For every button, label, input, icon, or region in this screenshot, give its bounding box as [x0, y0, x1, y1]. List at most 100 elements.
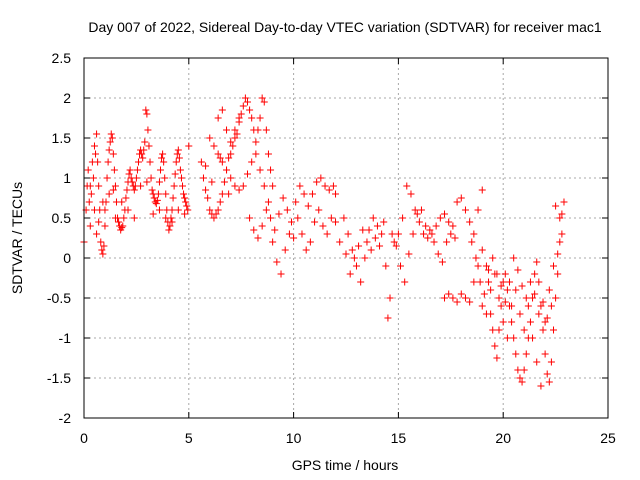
data-point [231, 182, 239, 190]
data-point [359, 226, 367, 234]
data-point [382, 262, 390, 270]
data-point [367, 246, 375, 254]
data-point [285, 230, 293, 238]
data-point [533, 258, 541, 266]
data-point [168, 206, 176, 214]
data-point [212, 210, 220, 218]
data-point [399, 214, 407, 222]
data-point [258, 94, 266, 102]
data-point [269, 182, 277, 190]
data-point [126, 166, 134, 174]
data-point [526, 278, 534, 286]
data-point [478, 186, 486, 194]
data-point [497, 302, 505, 310]
plot-frame [83, 57, 609, 419]
data-point [346, 270, 354, 278]
data-point [143, 110, 151, 118]
data-point [155, 178, 163, 186]
data-point [216, 154, 224, 162]
data-point [235, 114, 243, 122]
data-point [352, 262, 360, 270]
data-point [140, 146, 148, 154]
data-point [218, 190, 226, 198]
data-point [120, 214, 128, 222]
data-point [554, 270, 562, 278]
data-point [552, 202, 560, 210]
data-point [262, 126, 270, 134]
data-point [489, 254, 497, 262]
data-point [185, 142, 193, 150]
data-point [449, 294, 457, 302]
data-point [552, 294, 560, 302]
data-point [155, 206, 163, 214]
data-point [545, 286, 553, 294]
data-point [248, 114, 256, 122]
data-point [434, 250, 442, 258]
data-point [262, 206, 270, 214]
data-point [85, 198, 93, 206]
data-point [522, 350, 530, 358]
data-point [149, 210, 157, 218]
data-point [214, 206, 222, 214]
y-tick-label: -1.5 [47, 370, 71, 386]
data-point [93, 130, 101, 138]
data-point [401, 278, 409, 286]
data-point [134, 158, 142, 166]
data-point [144, 126, 152, 134]
data-point [451, 234, 459, 242]
data-point [94, 158, 102, 166]
data-point [225, 154, 233, 162]
data-point [197, 158, 205, 166]
data-point [556, 238, 564, 246]
data-point [426, 226, 434, 234]
data-point [231, 134, 239, 142]
data-point [119, 222, 127, 230]
data-point [248, 158, 256, 166]
axis-ticks [83, 57, 609, 419]
data-point [554, 250, 562, 258]
data-point [558, 230, 566, 238]
data-point [329, 182, 337, 190]
data-point [508, 302, 516, 310]
data-point [264, 150, 272, 158]
data-point [128, 178, 136, 186]
data-point [520, 326, 528, 334]
data-point [514, 266, 522, 274]
data-point [152, 200, 160, 208]
data-point [130, 186, 138, 194]
data-point [174, 206, 182, 214]
chart-title: Day 007 of 2022, Sidereal Day-to-day VTE… [88, 19, 601, 35]
data-point [181, 194, 189, 202]
data-point [227, 138, 235, 146]
data-point [138, 150, 146, 158]
data-point [480, 290, 488, 298]
data-point [147, 174, 155, 182]
data-point [508, 318, 516, 326]
data-point [392, 242, 400, 250]
data-point [184, 206, 192, 214]
data-point [327, 214, 335, 222]
data-point [522, 294, 530, 302]
data-point [453, 298, 461, 306]
data-points [80, 94, 568, 390]
data-point [547, 358, 555, 366]
data-point [101, 222, 109, 230]
data-point [162, 190, 170, 198]
data-point [531, 290, 539, 298]
data-point [516, 310, 524, 318]
data-point [267, 166, 275, 174]
data-point [111, 214, 119, 222]
data-point [87, 190, 95, 198]
data-point [321, 182, 329, 190]
data-point [180, 190, 188, 198]
data-point [165, 226, 173, 234]
data-point [89, 174, 97, 182]
y-tick-label: -1 [59, 330, 72, 346]
data-point [239, 182, 247, 190]
data-point [109, 150, 117, 158]
data-point [162, 214, 170, 222]
data-point [254, 126, 262, 134]
data-point [503, 334, 511, 342]
data-point [256, 114, 264, 122]
x-tick-label: 5 [185, 430, 193, 446]
